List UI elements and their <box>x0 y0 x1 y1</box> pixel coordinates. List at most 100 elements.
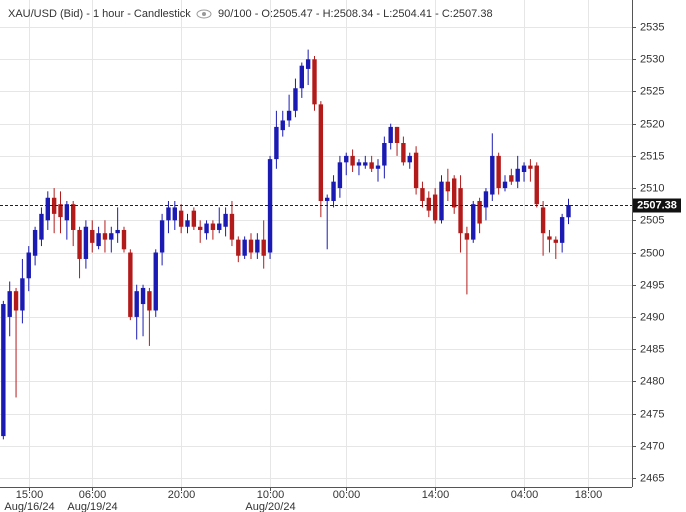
candle-body <box>96 233 101 247</box>
candle-body <box>490 155 495 195</box>
candles <box>1 49 571 440</box>
candle-body <box>39 213 44 240</box>
candle-body <box>407 155 412 163</box>
candle-body <box>509 175 514 182</box>
candle-body <box>223 213 228 227</box>
candle-body <box>401 143 406 163</box>
chart-title: XAU/USD (Bid) - 1 hour - Candlestick <box>8 8 191 20</box>
candle-body <box>325 197 330 201</box>
candle-body <box>432 194 438 221</box>
candle-body <box>185 220 190 227</box>
candle-body <box>255 239 260 253</box>
candle-body <box>121 229 127 250</box>
x-date-label: Aug/16/24 <box>4 501 54 512</box>
candle-body <box>45 197 50 221</box>
candle-body <box>521 165 527 172</box>
candle-body <box>109 233 114 240</box>
candle-body <box>452 178 457 208</box>
candle-body <box>515 168 520 182</box>
candle-body <box>166 207 171 221</box>
candle-body <box>356 162 362 166</box>
y-tick-label: 2485 <box>640 343 664 355</box>
candle-body <box>20 278 25 311</box>
x-tick-label: 10:00 <box>257 489 285 501</box>
candle-body <box>134 291 139 317</box>
candle-body <box>229 213 235 240</box>
last-price-box <box>633 198 681 213</box>
candle-body <box>274 126 279 160</box>
y-tick-label: 2480 <box>640 375 664 387</box>
candle-body <box>172 207 177 221</box>
x-tick-label: 04:00 <box>511 489 539 501</box>
candle-body <box>261 239 266 256</box>
candle-body <box>528 165 533 169</box>
candle-body <box>242 239 247 256</box>
y-tick-label: 2515 <box>640 150 664 162</box>
eye-icon[interactable] <box>196 9 212 19</box>
candle-body <box>458 188 463 234</box>
candle-body <box>153 252 158 311</box>
x-tick-label: 18:00 <box>575 489 603 501</box>
candle-body <box>547 236 552 240</box>
candle-body <box>375 165 381 169</box>
candle-body <box>115 229 120 234</box>
candle-body <box>337 162 343 189</box>
candle-body <box>483 191 489 208</box>
y-tick-label: 2510 <box>640 182 664 194</box>
candle-body <box>7 291 12 317</box>
candle-body <box>350 155 355 166</box>
y-tick-label: 2470 <box>640 440 664 452</box>
candle-body <box>369 162 374 169</box>
y-tick-label: 2475 <box>640 408 664 420</box>
candle-body <box>502 181 508 189</box>
y-tick-label: 2465 <box>640 472 664 484</box>
candle-body <box>147 291 152 311</box>
y-tick-label: 2535 <box>640 21 664 33</box>
candle-body <box>293 88 298 111</box>
candle-body <box>236 239 241 256</box>
candle-body <box>471 204 476 240</box>
candle-body <box>210 223 216 230</box>
x-tick-label: 15:00 <box>16 489 44 501</box>
candle-body <box>394 126 400 144</box>
candle-body <box>64 204 70 221</box>
candle-body <box>477 200 482 224</box>
y-tick-label: 2530 <box>640 53 664 65</box>
candle-body <box>71 204 76 230</box>
candle-body <box>51 197 57 214</box>
eye-pupil <box>202 12 206 16</box>
candle-body <box>102 233 108 240</box>
candle-body <box>13 291 19 311</box>
x-date-label: Aug/19/24 <box>67 501 117 512</box>
candle-body <box>140 287 146 305</box>
candle-body <box>496 155 501 189</box>
y-tick-label: 2505 <box>640 214 664 226</box>
candle-body <box>83 226 89 259</box>
y-tick-label: 2520 <box>640 118 664 130</box>
candle-body <box>204 223 209 234</box>
candle-body <box>299 65 304 89</box>
candle-body <box>178 210 184 227</box>
x-tick-label: 06:00 <box>79 489 107 501</box>
candle-body <box>26 252 31 279</box>
candle-body <box>280 120 285 131</box>
candle-body <box>191 210 197 227</box>
candle-body <box>318 104 324 201</box>
candle-body <box>331 181 336 201</box>
candle-body <box>426 197 431 211</box>
x-tick-label: 14:00 <box>422 489 450 501</box>
candle-body <box>90 229 95 243</box>
x-date-label: Aug/20/24 <box>245 501 295 512</box>
candle-body <box>363 162 368 166</box>
last-price-label: 2507.38 <box>637 199 677 211</box>
candle-body <box>553 239 558 243</box>
candle-body <box>559 217 565 243</box>
candle-body <box>248 239 254 253</box>
candle-body <box>439 181 444 221</box>
candle-body <box>534 165 539 205</box>
y-tick-label: 2490 <box>640 311 664 323</box>
candle-body <box>77 229 82 259</box>
candle-body <box>286 110 292 121</box>
candle-body <box>566 204 571 218</box>
candle-body <box>198 226 203 230</box>
